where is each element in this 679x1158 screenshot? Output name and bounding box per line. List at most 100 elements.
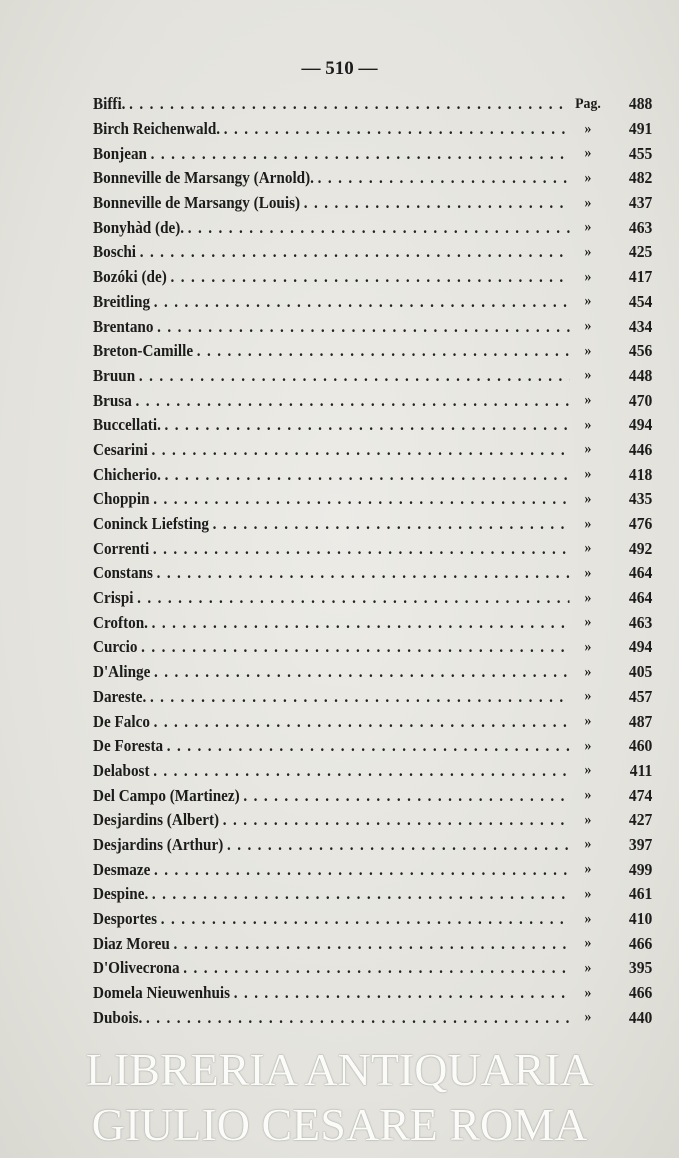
- index-entry: Correnti................................…: [93, 536, 652, 561]
- ditto-mark: »: [584, 515, 592, 532]
- entry-page: 464: [628, 563, 653, 583]
- leader-dots: ........................................…: [151, 612, 570, 632]
- entry-name: D'Alinge: [93, 662, 151, 682]
- leader-dots: ........................................…: [153, 760, 570, 780]
- index-entry: Desmaze.................................…: [93, 857, 652, 882]
- entry-page: 460: [628, 736, 653, 756]
- entry-page: 482: [628, 168, 653, 188]
- ditto-mark: »: [584, 540, 592, 557]
- index-entry: Bruun...................................…: [93, 364, 652, 389]
- leader-dots: ........................................…: [139, 242, 570, 262]
- entry-page: 395: [628, 958, 653, 978]
- leader-dots: ........................................…: [154, 662, 570, 682]
- leader-dots: ........................................…: [141, 637, 569, 657]
- entry-page: 435: [628, 489, 653, 509]
- leader-dots: ........................................…: [226, 834, 570, 854]
- entry-page: 461: [628, 884, 653, 904]
- index-entry: Brusa...................................…: [93, 388, 652, 413]
- index-entry: Constans................................…: [93, 561, 652, 586]
- entry-page: 463: [628, 217, 653, 237]
- leader-dots: ........................................…: [151, 884, 570, 904]
- entry-name: Dareste.: [93, 686, 147, 706]
- ditto-mark: »: [584, 342, 592, 359]
- entry-page: 492: [628, 538, 653, 558]
- entry-name: Desjardins (Arthur): [93, 834, 224, 854]
- leader-dots: ........................................…: [129, 94, 570, 114]
- entry-name: Choppin: [93, 489, 150, 509]
- entry-page: 417: [628, 267, 653, 287]
- leader-dots: ........................................…: [166, 736, 570, 756]
- index-entry: De Foresta..............................…: [93, 734, 652, 759]
- ditto-mark: »: [584, 811, 592, 828]
- entry-page: 425: [628, 242, 653, 262]
- leader-dots: ........................................…: [138, 365, 570, 385]
- leader-dots: ........................................…: [303, 193, 570, 213]
- leader-dots: ........................................…: [156, 563, 570, 583]
- entry-page: 494: [628, 637, 653, 657]
- index-entry: Bonyhàd (de)............................…: [93, 215, 652, 240]
- index-entry: Delabost................................…: [93, 759, 652, 784]
- ditto-mark: »: [584, 910, 592, 927]
- entry-name: Brusa: [93, 390, 132, 410]
- index-entry: Bonneville de Marsangy (Louis)..........…: [93, 191, 652, 216]
- index-entry: D'Olivecrona............................…: [93, 956, 652, 981]
- leader-dots: ........................................…: [154, 859, 570, 879]
- entry-page: 499: [628, 859, 653, 879]
- entry-page: 474: [628, 785, 653, 805]
- leader-dots: ........................................…: [149, 686, 570, 706]
- leader-dots: ........................................…: [153, 291, 570, 311]
- leader-dots: ........................................…: [150, 143, 570, 163]
- leader-dots: ........................................…: [137, 588, 569, 608]
- entry-page: 466: [628, 983, 653, 1003]
- entry-page: 440: [628, 1007, 653, 1027]
- ditto-mark: »: [584, 1009, 592, 1026]
- index-entry: Del Campo (Martinez)....................…: [93, 783, 652, 808]
- entry-name: Breitling: [93, 291, 151, 311]
- ditto-mark: »: [584, 984, 592, 1001]
- entry-page: 418: [628, 464, 653, 484]
- entry-name: Bonneville de Marsangy (Louis): [93, 193, 301, 213]
- index-entry: Bonjean.................................…: [93, 141, 652, 166]
- index-entry: De Falco................................…: [93, 709, 652, 734]
- index-entry: Coninck Liefsting.......................…: [93, 512, 652, 537]
- leader-dots: ........................................…: [212, 514, 570, 534]
- entry-page: 434: [628, 316, 653, 336]
- leader-dots: ........................................…: [187, 217, 570, 237]
- entry-name: Birch Reichenwald.: [93, 119, 221, 139]
- entry-name: Curcio: [93, 637, 138, 657]
- entry-page: 411: [629, 760, 653, 780]
- ditto-mark: »: [584, 367, 592, 384]
- ditto-mark: »: [584, 268, 592, 285]
- index-entry: D'Alinge................................…: [93, 660, 652, 685]
- entry-name: Dubois.: [93, 1007, 143, 1027]
- entry-name: Buccellati.: [93, 415, 161, 435]
- leader-dots: ........................................…: [135, 390, 569, 410]
- entry-name: Brentano: [93, 316, 154, 336]
- leader-dots: ........................................…: [317, 168, 570, 188]
- entry-name: Crofton.: [93, 612, 148, 632]
- index-entry: Boschi..................................…: [93, 240, 652, 265]
- entry-page: 448: [628, 365, 653, 385]
- index-entry: Breton-Camille..........................…: [93, 339, 652, 364]
- entry-name: Coninck Liefsting: [93, 514, 209, 534]
- leader-dots: ........................................…: [233, 983, 570, 1003]
- entry-name: Bonjean: [93, 143, 147, 163]
- ditto-mark: »: [584, 762, 592, 779]
- index-entry: Breitling...............................…: [93, 290, 652, 315]
- index-entry: Brentano................................…: [93, 314, 652, 339]
- entry-page: 463: [628, 612, 653, 632]
- entry-name: Desmaze: [93, 859, 151, 879]
- index-entry: Biffi...................................…: [93, 92, 652, 117]
- entry-name: Bruun: [93, 365, 136, 385]
- entry-name: De Foresta: [93, 736, 164, 756]
- entry-name: Cesarini: [93, 439, 148, 459]
- index-entry: Diaz Moreu..............................…: [93, 931, 652, 956]
- ditto-mark: »: [584, 589, 592, 606]
- leader-dots: ........................................…: [146, 1007, 570, 1027]
- leader-dots: ........................................…: [173, 933, 570, 953]
- entry-name: Desportes: [93, 909, 158, 929]
- leader-dots: ........................................…: [170, 267, 570, 287]
- entry-page: 410: [628, 909, 653, 929]
- index-entry: Bozóki (de).............................…: [93, 265, 652, 290]
- leader-dots: ........................................…: [160, 909, 570, 929]
